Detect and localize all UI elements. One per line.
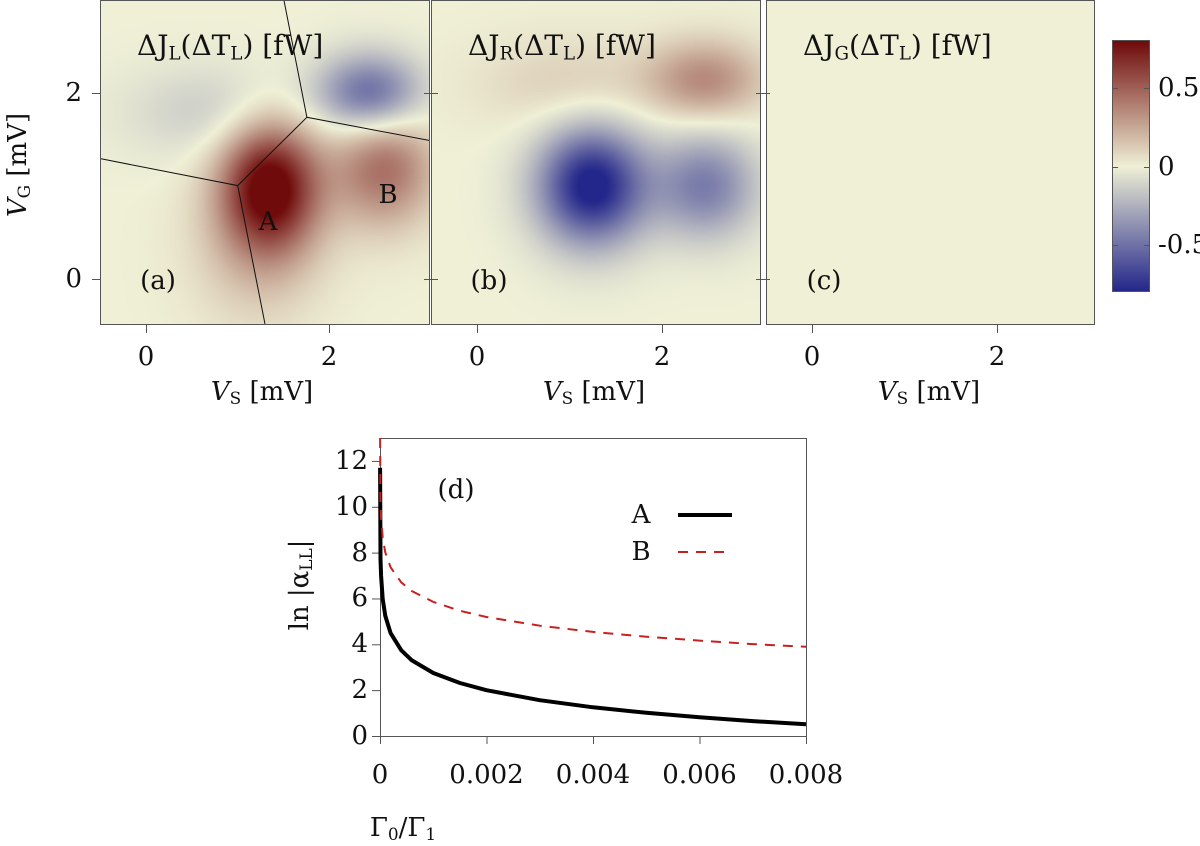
colorbar-tick	[1112, 88, 1118, 89]
x-tick-label-d: 0.002	[449, 760, 524, 790]
colorbar-tick	[1144, 167, 1150, 168]
x-tick-label-d: 0.008	[768, 760, 844, 790]
y-tick-0	[92, 279, 100, 280]
heatmap-a-canvas	[101, 1, 429, 324]
series-line-a	[378, 467, 807, 727]
heatmap-panel-a	[100, 0, 430, 325]
x-tick-label-d: 0.006	[662, 760, 737, 790]
y-tick-label-d: 10	[334, 491, 368, 522]
x-axis-label-b: VS [mV]	[542, 377, 646, 409]
y-tick-label-d: 4	[351, 629, 368, 660]
x-tick-label: 2	[988, 342, 1006, 372]
y-tick-2	[92, 93, 100, 94]
colorbar	[1112, 40, 1150, 292]
panel-a-label: (a)	[140, 266, 176, 296]
colorbar-tick	[1144, 245, 1150, 246]
legend-label-b: B	[631, 537, 651, 567]
colorbar-gradient	[1113, 41, 1149, 291]
x-tick-label: 2	[653, 342, 671, 372]
x-tick-label: 0	[803, 342, 821, 372]
x-tick-c-2	[997, 325, 998, 333]
panel-b-label: (b)	[470, 266, 508, 296]
y-axis-label-d: ln |αLL|	[285, 539, 317, 631]
colorbar-tick	[1144, 88, 1150, 89]
colorbar-tick-label: 0.5	[1158, 73, 1200, 103]
y-tick-ab-2	[424, 93, 438, 94]
panel-d-label: (d)	[437, 475, 475, 505]
panel-c-title: ΔJG(ΔTL) [fW]	[803, 29, 992, 65]
y-tick-label-d: 2	[351, 675, 368, 706]
y-tick-ab-0	[424, 279, 438, 280]
x-tick-label: 0	[137, 342, 155, 372]
transition-line	[237, 116, 308, 186]
x-axis-label-a: VS [mV]	[210, 377, 314, 409]
panel-c-label: (c)	[806, 266, 842, 296]
point-a-label: A	[258, 207, 278, 237]
colorbar-tick	[1112, 245, 1118, 246]
colorbar-tick-label: 0	[1158, 152, 1175, 182]
x-tick-label: 2	[320, 342, 338, 372]
x-tick-a-0	[146, 325, 147, 333]
heatmap-panel-b	[431, 0, 761, 325]
y-tick-bc-0	[756, 279, 770, 280]
panel-b-title: ΔJR(ΔTL) [fW]	[468, 29, 656, 65]
x-tick-b-0	[477, 325, 478, 333]
legend-label-a: A	[631, 500, 651, 530]
colorbar-tick-label: -0.5	[1158, 230, 1200, 260]
x-tick-label-d: 0	[371, 760, 389, 790]
y-tick-bc-2	[756, 93, 770, 94]
x-tick-b-2	[662, 325, 663, 333]
y-tick-label-d: 0	[351, 721, 368, 751]
x-tick-c-0	[812, 325, 813, 333]
y-tick-label: 2	[65, 78, 82, 108]
x-axis-label-c: VS [mV]	[877, 377, 981, 409]
transition-line	[283, 1, 429, 141]
series-line-b	[379, 437, 807, 648]
x-axis-label-d: Γ0/Γ1	[369, 813, 437, 845]
heatmap-b-canvas	[432, 1, 760, 324]
heatmap-c-canvas	[767, 1, 1094, 324]
x-tick-label-d: 0.004	[555, 760, 631, 790]
transition-lines-a	[101, 1, 429, 324]
x-tick-label: 0	[468, 342, 486, 372]
point-b-label: B	[378, 180, 398, 210]
x-tick-a-2	[329, 325, 330, 333]
colorbar-tick	[1112, 167, 1118, 168]
panel-a-title: ΔJL(ΔTL) [fW]	[137, 29, 324, 65]
y-tick-label-d: 6	[351, 583, 368, 614]
heatmap-panel-c	[766, 0, 1095, 325]
y-tick-label: 0	[65, 264, 82, 294]
y-tick-label-d: 8	[351, 537, 368, 568]
y-tick-label-d: 12	[334, 445, 368, 476]
